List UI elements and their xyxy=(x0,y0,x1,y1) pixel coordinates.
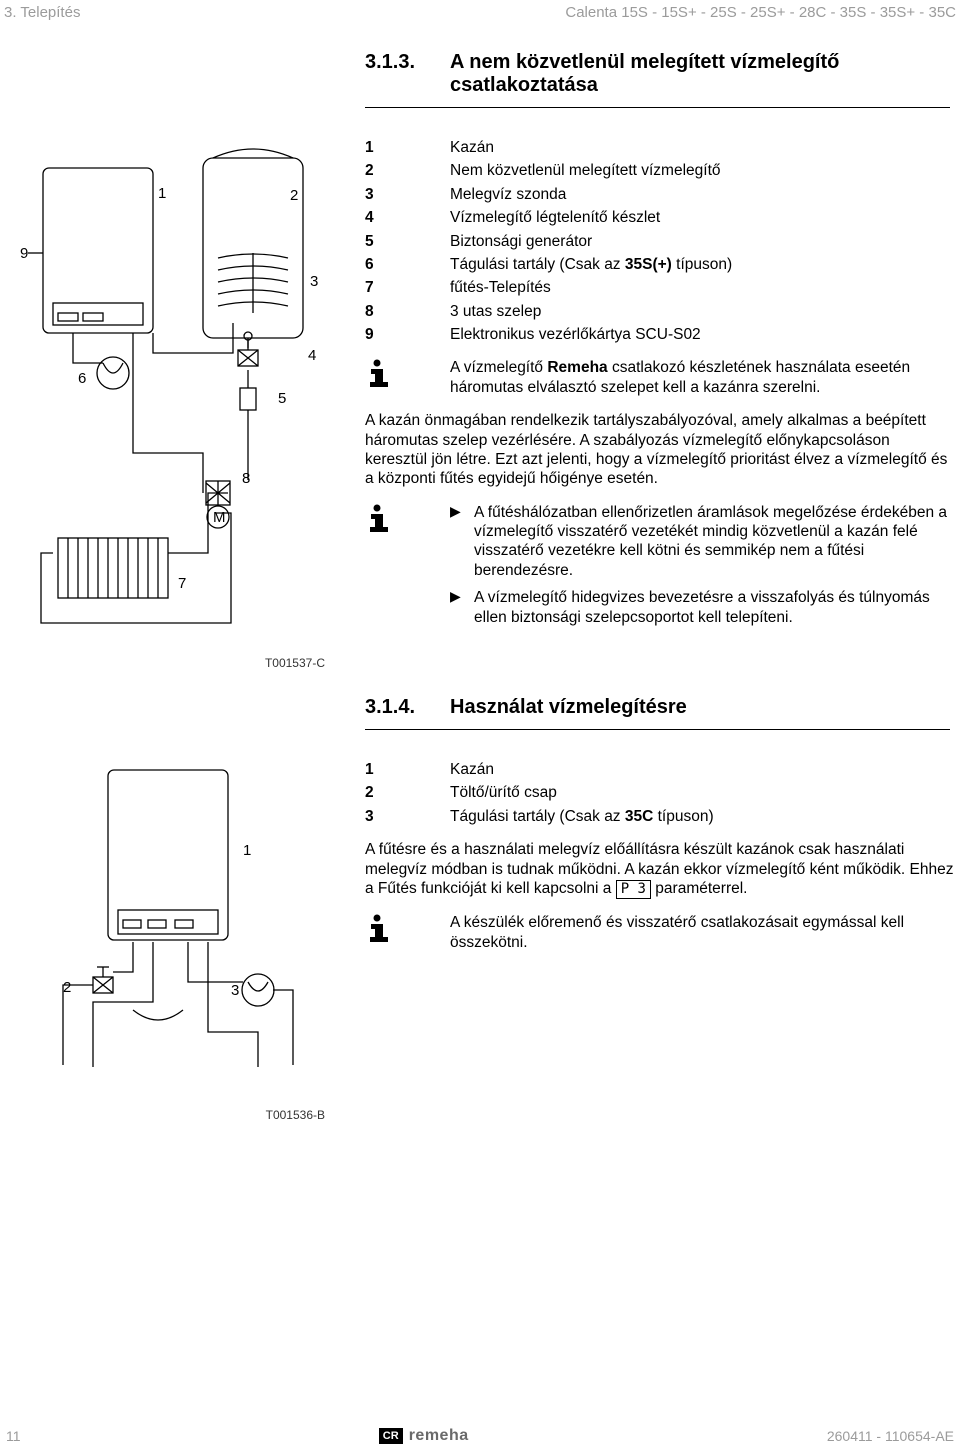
svg-text:M: M xyxy=(213,509,226,526)
logo-text: remeha xyxy=(409,1427,469,1445)
svg-text:2: 2 xyxy=(290,187,298,204)
info-block: A vízmelegítő Remeha csatlakozó készleté… xyxy=(365,358,956,397)
bullet-icon: ▶ xyxy=(450,588,474,627)
section-num: 3.1.3. xyxy=(365,51,450,97)
svg-text:2: 2 xyxy=(63,979,71,996)
legend-row: 7fűtés-Telepítés xyxy=(365,278,956,297)
bullet-icon: ▶ xyxy=(450,503,474,581)
info-icon xyxy=(365,358,450,397)
page-footer: 11 CR remeha 260411 - 110654-AE xyxy=(0,1427,960,1445)
legend-row: 3Melegvíz szonda xyxy=(365,185,956,204)
section-title: A nem közvetlenül melegített vízmelegítő… xyxy=(450,51,950,97)
list-item: ▶A fűtéshálózatban ellenőrizetlen áramlá… xyxy=(450,503,956,581)
legend-row: 3Tágulási tartály (Csak az 35C típuson) xyxy=(365,807,956,826)
info-text: A készülék előremenő és visszatérő csatl… xyxy=(450,913,956,952)
list-item: ▶A vízmelegítő hidegvizes bevezetésre a … xyxy=(450,588,956,627)
text-314: 1Kazán 2Töltő/ürítő csap 3Tágulási tartá… xyxy=(365,760,960,1122)
legend-row: 2Töltő/ürítő csap xyxy=(365,783,956,802)
svg-text:3: 3 xyxy=(310,273,318,290)
svg-text:3: 3 xyxy=(231,982,239,999)
legend-row: 83 utas szelep xyxy=(365,302,956,321)
section-num: 3.1.4. xyxy=(365,696,450,719)
legend-row: 1Kazán xyxy=(365,760,956,779)
svg-text:4: 4 xyxy=(308,347,316,364)
section-314-body: 1 2 3 T001536-B 1Kazán 2Töltő/ürítő csap… xyxy=(0,730,960,1122)
svg-text:1: 1 xyxy=(243,842,251,859)
diagram-313: 1 2 3 4 5 6 7 8 9 M xyxy=(18,138,348,648)
diagram-314: 1 2 3 xyxy=(33,760,333,1100)
info-block: A készülék előremenő és visszatérő csatl… xyxy=(365,913,956,952)
svg-text:7: 7 xyxy=(178,575,186,592)
header-right: Calenta 15S - 15S+ - 25S - 25S+ - 28C - … xyxy=(565,4,956,21)
page-header: 3. Telepítés Calenta 15S - 15S+ - 25S - … xyxy=(0,0,960,21)
info-icon xyxy=(365,913,450,952)
param-box: P 3 xyxy=(616,880,651,900)
svg-text:1: 1 xyxy=(158,185,166,202)
footer-logo: CR remeha xyxy=(379,1427,469,1445)
doc-id: 260411 - 110654-AE xyxy=(827,1428,954,1444)
svg-text:6: 6 xyxy=(78,370,86,387)
paragraph: A fűtésre és a használati melegvíz előál… xyxy=(365,840,956,899)
legend-row: 6Tágulási tartály (Csak az 35S(+) típuso… xyxy=(365,255,956,274)
section-313-body: 1 2 3 4 5 6 7 8 9 M T001537-C 1Kazán 2Ne… xyxy=(0,108,960,670)
svg-text:9: 9 xyxy=(20,245,28,262)
svg-text:8: 8 xyxy=(242,470,250,487)
paragraph: A kazán önmagában rendelkezik tartálysza… xyxy=(365,411,956,489)
info-icon xyxy=(365,503,450,635)
header-left: 3. Telepítés xyxy=(4,4,80,21)
figure-caption: T001537-C xyxy=(265,656,355,670)
figure-caption: T001536-B xyxy=(266,1108,355,1122)
legend-row: 5Biztonsági generátor xyxy=(365,232,956,251)
info-block: ▶A fűtéshálózatban ellenőrizetlen áramlá… xyxy=(365,503,956,635)
text-313: 1Kazán 2Nem közvetlenül melegített vízme… xyxy=(365,138,960,670)
section-313-heading: 3.1.3. A nem közvetlenül melegített vízm… xyxy=(0,21,960,103)
legend-row: 4Vízmelegítő légtelenítő készlet xyxy=(365,208,956,227)
legend-row: 1Kazán xyxy=(365,138,956,157)
legend-row: 2Nem közvetlenül melegített vízmelegítő xyxy=(365,161,956,180)
logo-badge: CR xyxy=(379,1428,403,1444)
page-number: 11 xyxy=(6,1428,21,1444)
figure-314: 1 2 3 T001536-B xyxy=(0,760,365,1122)
section-314-heading: 3.1.4. Használat vízmelegítésre xyxy=(0,670,960,725)
svg-text:5: 5 xyxy=(278,390,286,407)
info-text: ▶A fűtéshálózatban ellenőrizetlen áramlá… xyxy=(450,503,956,635)
figure-313: 1 2 3 4 5 6 7 8 9 M T001537-C xyxy=(0,138,365,670)
info-text: A vízmelegítő Remeha csatlakozó készleté… xyxy=(450,358,956,397)
legend-row: 9Elektronikus vezérlőkártya SCU-S02 xyxy=(365,325,956,344)
section-title: Használat vízmelegítésre xyxy=(450,696,950,719)
